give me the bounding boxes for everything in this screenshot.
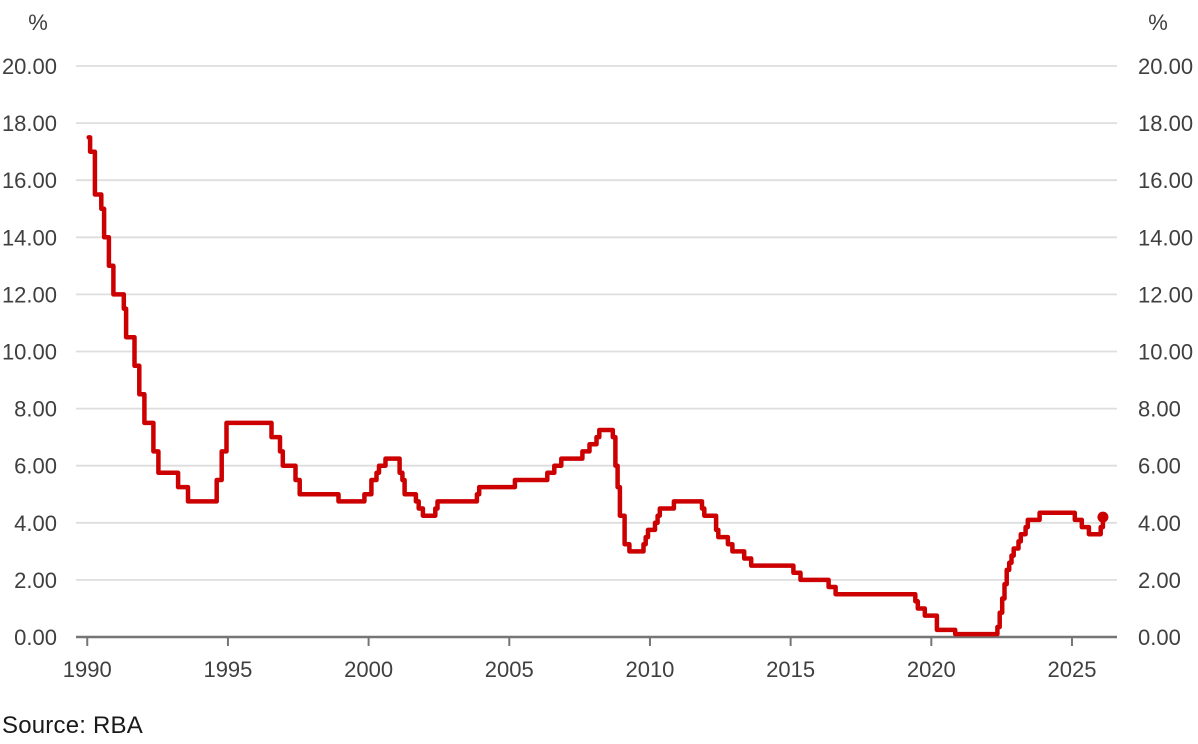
y-axis-labels-left: 0.00 2.00 4.00 6.00 8.00 10.00 12.00 14.00 16.00… — [2, 54, 57, 650]
x-tick-label: 2020 — [907, 657, 956, 682]
x-tick-label: 2000 — [344, 657, 393, 682]
y-tick-label-right: 16.00 — [1138, 168, 1193, 193]
unit-label-right: % — [1148, 10, 1168, 35]
y-tick-label-left: 14.00 — [2, 225, 57, 250]
y-tick-label-right: 14.00 — [1138, 225, 1193, 250]
y-tick-label-right: 8.00 — [1138, 397, 1181, 422]
y-tick-label-left: 10.00 — [2, 340, 57, 365]
x-tick-label: 2010 — [625, 657, 674, 682]
x-tick-label: 2005 — [485, 657, 534, 682]
gridlines — [76, 65, 1117, 581]
y-axis-labels-right: 0.00 2.00 4.00 6.00 8.00 10.00 12.00 14.00 16.00… — [1138, 54, 1193, 650]
y-tick-label-left: 4.00 — [14, 511, 57, 536]
y-tick-label-right: 12.00 — [1138, 282, 1193, 307]
x-tick-label: 2025 — [1048, 657, 1097, 682]
y-tick-label-right: 4.00 — [1138, 511, 1181, 536]
x-tick-label: 2015 — [766, 657, 815, 682]
y-tick-label-left: 0.00 — [14, 625, 57, 650]
y-tick-label-left: 2.00 — [14, 568, 57, 593]
y-tick-label-right: 0.00 — [1138, 625, 1181, 650]
y-tick-label-left: 8.00 — [14, 397, 57, 422]
y-tick-label-left: 16.00 — [2, 168, 57, 193]
x-axis-labels: 1990 1995 2000 2005 2010 2015 2020 2025 — [63, 657, 1097, 682]
x-tick-label: 1990 — [63, 657, 112, 682]
y-tick-label-right: 10.00 — [1138, 340, 1193, 365]
x-tick-label: 1995 — [203, 657, 252, 682]
chart-canvas: 1990 1995 2000 2005 2010 2015 2020 2025 0.00 2.00… — [2, 10, 1193, 682]
unit-label-left: % — [28, 10, 48, 35]
y-tick-label-right: 2.00 — [1138, 568, 1181, 593]
y-tick-label-right: 18.00 — [1138, 111, 1193, 136]
y-tick-label-left: 6.00 — [14, 454, 57, 479]
y-tick-label-right: 6.00 — [1138, 454, 1181, 479]
x-axis — [76, 635, 1117, 646]
y-tick-label-left: 12.00 — [2, 282, 57, 307]
y-tick-label-right: 20.00 — [1138, 54, 1193, 79]
source-caption: Source: RBA — [2, 712, 143, 739]
rate-line — [86, 135, 1106, 637]
y-tick-label-left: 18.00 — [2, 111, 57, 136]
last-value-marker — [1097, 511, 1109, 523]
y-tick-label-left: 20.00 — [2, 54, 57, 79]
